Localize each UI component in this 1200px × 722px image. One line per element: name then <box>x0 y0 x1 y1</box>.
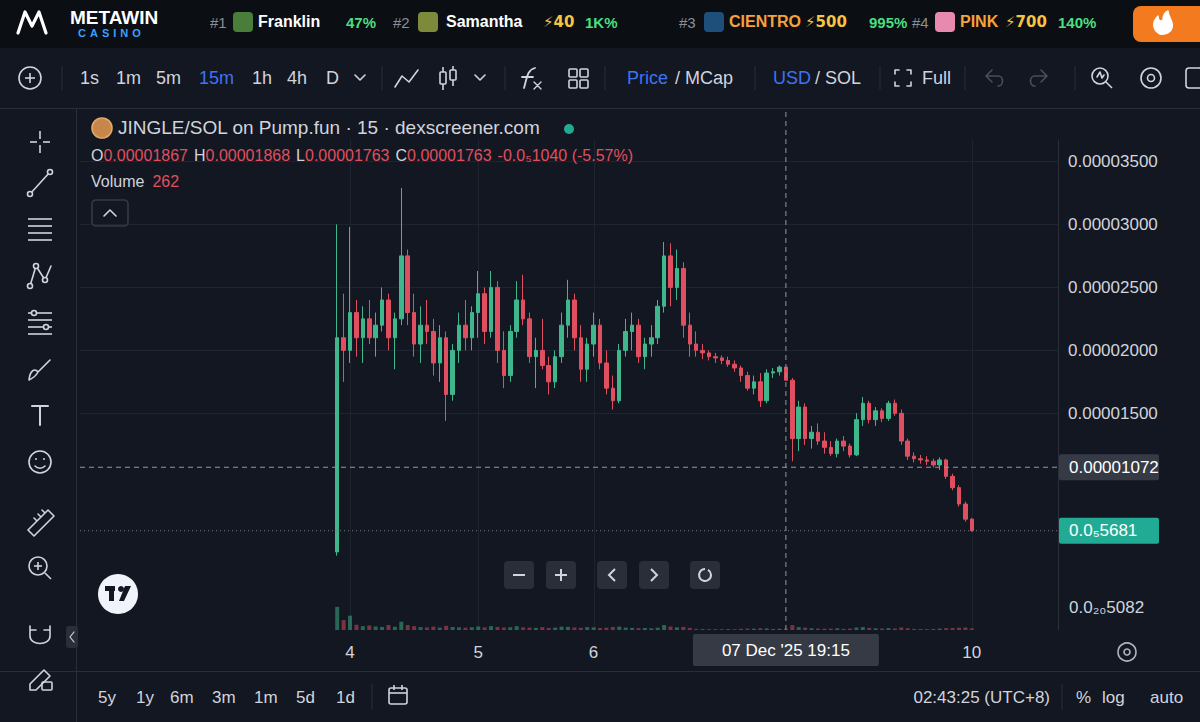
html-text:⚡40: ⚡40 <box>543 13 575 31</box>
html-text:6m: 6m <box>170 688 194 707</box>
svg-text:0.00001500: 0.00001500 <box>1068 404 1158 423</box>
svg-text:5: 5 <box>473 643 482 662</box>
html-text:1d: 1d <box>336 688 355 707</box>
html-text:5y: 5y <box>98 688 116 707</box>
html-text:O 0.00001867: O 0.00001867 <box>91 147 188 164</box>
html-text:JINGLE/SOL on Pump.fun · 15 ·: JINGLE/SOL on Pump.fun · 15 · dexscreene… <box>118 117 540 138</box>
html-text:1m: 1m <box>254 688 278 707</box>
svg-text:0.00003500: 0.00003500 <box>1068 152 1158 171</box>
html-text:47%: 47% <box>346 14 376 31</box>
html-text:Full: Full <box>922 68 951 88</box>
html-text:5d: 5d <box>296 688 315 707</box>
html-text:CIENTRO ⚡500: CIENTRO ⚡500 <box>729 13 847 31</box>
html-text:Franklin: Franklin <box>258 13 321 30</box>
html-text:140%: 140% <box>1058 14 1097 31</box>
html-text:262: 262 <box>152 173 180 190</box>
html-text:Samantha: Samantha <box>446 13 523 30</box>
html-text:METAWIN: METAWIN <box>70 7 159 28</box>
svg-text:0.00002500: 0.00002500 <box>1068 278 1158 297</box>
html-text:log: log <box>1102 688 1125 707</box>
html-text:15m: 15m <box>199 68 234 88</box>
html-text:1s: 1s <box>80 68 99 88</box>
html-text:5m: 5m <box>156 68 181 88</box>
html-text:#1: #1 <box>210 14 227 31</box>
svg-text:6: 6 <box>589 643 598 662</box>
svg-text:0.0₅5681: 0.0₅5681 <box>1069 521 1137 540</box>
html-text:auto: auto <box>1150 688 1184 707</box>
html-text:#2: #2 <box>393 14 410 31</box>
html-text:1m: 1m <box>116 68 141 88</box>
svg-text:10: 10 <box>962 643 981 662</box>
html-text:3m: 3m <box>212 688 236 707</box>
svg-text:0.00001072: 0.00001072 <box>1069 458 1159 477</box>
html-text:1K%: 1K% <box>585 14 618 31</box>
svg-text:0.00002000: 0.00002000 <box>1068 341 1158 360</box>
html-text:CASINO: CASINO <box>78 27 145 39</box>
html-text:4h: 4h <box>287 68 307 88</box>
html-text:#3: #3 <box>679 14 696 31</box>
html-text:Volume: Volume <box>91 173 145 190</box>
html-text:D: D <box>326 68 339 88</box>
svg-text:0.00003000: 0.00003000 <box>1068 215 1158 234</box>
html-text:1y: 1y <box>136 688 154 707</box>
html-text:PINK ⚡700: PINK ⚡700 <box>960 13 1047 31</box>
html-text:995% #4: 995% #4 <box>869 14 929 31</box>
html-text:USD / SOL: USD / SOL <box>773 68 861 88</box>
svg-text:4: 4 <box>345 643 354 662</box>
html-text:1h: 1h <box>252 68 272 88</box>
svg-text:0.0₂₀5082: 0.0₂₀5082 <box>1069 598 1144 617</box>
svg-text:07 Dec '25 19:15: 07 Dec '25 19:15 <box>722 641 850 660</box>
html-text:Price: Price <box>627 68 668 88</box>
html-text:H 0.00001868 L 0.00001763 C 0.: H 0.00001868 L 0.00001763 C 0.00001763 -… <box>194 147 633 164</box>
html-text:02:43:25 (UTC+8): 02:43:25 (UTC+8) <box>913 688 1050 707</box>
html-text:/ MCap: / MCap <box>675 68 733 88</box>
